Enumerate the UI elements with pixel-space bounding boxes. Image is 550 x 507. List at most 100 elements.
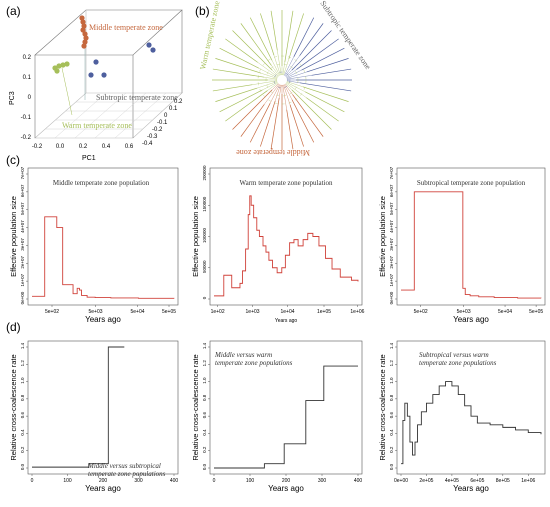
tree-inner-branch bbox=[264, 76, 278, 80]
tree-inner-branch bbox=[284, 56, 295, 76]
tree-branch bbox=[291, 99, 315, 143]
pca-cluster-middle bbox=[79, 15, 89, 49]
x-tick-label: 100 bbox=[63, 478, 72, 484]
x-tick-label: 5e+03 bbox=[457, 309, 471, 315]
tree-branch bbox=[292, 94, 324, 137]
pca-point bbox=[81, 43, 87, 49]
x-tick-label: 5e+03 bbox=[88, 309, 102, 315]
pca-axis-pc1: PC1 bbox=[82, 155, 96, 162]
y-tick-label: 1.4 bbox=[202, 342, 207, 349]
chart-annotation: Middle versus subtropical temperate zone … bbox=[87, 462, 166, 478]
pca-label-middle: Middle temperate zone bbox=[89, 23, 163, 32]
pca-point bbox=[56, 63, 62, 69]
y-tick-label: 0.8 bbox=[202, 394, 207, 401]
tree-inner-branch bbox=[260, 72, 278, 79]
pca-point bbox=[93, 59, 99, 65]
pca-point bbox=[101, 72, 107, 78]
y-tick-label: 0.8 bbox=[389, 394, 394, 401]
x-axis-title: Years ago bbox=[85, 484, 121, 493]
tree-branch bbox=[219, 47, 259, 69]
tree-inner-branch bbox=[269, 84, 280, 104]
pca-floor-grid bbox=[45, 92, 172, 139]
tree-branch bbox=[299, 82, 352, 92]
tree-inner-branch bbox=[285, 69, 293, 77]
tree-inner-branch bbox=[271, 83, 279, 91]
y-tick-label: 0.6 bbox=[389, 412, 394, 419]
y-tick-label: 0 bbox=[202, 296, 207, 299]
y-tick-label: 1.0 bbox=[389, 377, 394, 384]
chart-c1: 0e+00 1e+07 2e+07 3e+07 4e+07 5e+07 6e+07 7e+07… bbox=[9, 166, 179, 324]
y-tick-label: 0e+00 bbox=[389, 291, 394, 304]
tree-inner-branch bbox=[283, 84, 291, 105]
y-tick-label: 5e+07 bbox=[389, 202, 394, 215]
chart-annotation: Subtropical versus warm temperate zone po… bbox=[419, 351, 497, 367]
y-tick-label: 7e+07 bbox=[20, 166, 25, 179]
pca-point bbox=[83, 35, 89, 41]
tree-inner-branch bbox=[267, 82, 279, 91]
panel-b-circular-tree: Warm temperate zone Subtropic temperate … bbox=[198, 0, 373, 157]
tree-label-middle: Middle temperate zone bbox=[236, 148, 310, 157]
y-tick-label: 0.8 bbox=[20, 394, 25, 401]
pca-point bbox=[60, 62, 66, 68]
tree-inner-branch bbox=[286, 82, 306, 93]
x-tick-label: 0 bbox=[31, 478, 34, 484]
demographic-plots: 0e+00 1e+07 2e+07 3e+07 4e+07 5e+07 6e+07 7e+07… bbox=[9, 165, 546, 493]
tree-inner-branch bbox=[285, 82, 307, 98]
x-tick-label: 5e+02 bbox=[414, 309, 428, 315]
panel-letter-b: (b) bbox=[195, 4, 210, 18]
tree-branch bbox=[232, 30, 273, 71]
y-axis-title: Effective population size bbox=[191, 196, 200, 277]
tree-branch bbox=[291, 30, 332, 71]
tree-inner-branch bbox=[283, 58, 290, 76]
tree-inner-branch bbox=[264, 83, 280, 105]
pca-point bbox=[80, 19, 86, 25]
tree-inner-branch bbox=[286, 81, 304, 88]
pca-tick: -0.1 bbox=[21, 115, 32, 121]
tree-branch bbox=[306, 97, 339, 122]
y-tick-label: 1.0 bbox=[20, 377, 25, 384]
y-tick-label: 0.6 bbox=[20, 412, 25, 419]
pca-tick: 0.6 bbox=[125, 144, 134, 150]
y-tick-label: 200000 bbox=[202, 165, 207, 181]
y-tick-label: 0.6 bbox=[202, 412, 207, 419]
tree-inner-branch bbox=[284, 55, 300, 77]
chart-frame bbox=[396, 340, 546, 475]
tree-branch bbox=[260, 13, 275, 56]
panel-letter-d: (d) bbox=[6, 320, 21, 334]
panel-letter-a: (a) bbox=[6, 4, 21, 18]
tree-branch bbox=[301, 47, 345, 71]
y-tick-label: 6e+07 bbox=[20, 184, 25, 197]
pca-tick: 0.4 bbox=[102, 144, 111, 150]
tree-inner-branch bbox=[285, 69, 297, 78]
y-tick-label: 3e+07 bbox=[20, 238, 25, 251]
y-axis-title: Relative cross-coalescence rate bbox=[9, 354, 18, 460]
tree-branch bbox=[293, 17, 315, 57]
x-tick-label: 100 bbox=[246, 478, 255, 484]
pca-tick: 0 bbox=[164, 113, 168, 119]
pca-tick: 0 bbox=[28, 95, 32, 101]
x-tick-label: 0e+00 bbox=[394, 478, 408, 484]
x-tick-label: 6e+05 bbox=[470, 478, 484, 484]
tree-internal-arc bbox=[265, 63, 299, 97]
pca-point bbox=[81, 23, 87, 29]
chart-title: Middle temperate zone population bbox=[53, 179, 150, 187]
series-line-c3 bbox=[401, 191, 542, 299]
y-tick-label: 3e+07 bbox=[389, 238, 394, 251]
y-axis-title: Relative cross-coalescence rate bbox=[191, 354, 200, 460]
pca-pc2-ticks: 0.2 0.1 0 -0.1 -0.2 -0.3 -0.4 bbox=[142, 99, 183, 147]
y-tick-label: 0.2 bbox=[389, 446, 394, 453]
y-tick-label: 0.4 bbox=[202, 429, 207, 436]
pca-pc3-ticks: 0.2 0.1 0 -0.1 -0.2 bbox=[21, 55, 32, 141]
y-tick-label: 0.0 bbox=[202, 463, 207, 470]
y-tick-label: 0.4 bbox=[389, 429, 394, 436]
y-tick-label: 1.2 bbox=[20, 360, 25, 367]
y-axis-title: Relative cross-coalescence rate bbox=[378, 354, 387, 460]
y-tick-label: 5e+07 bbox=[20, 202, 25, 215]
pca-tick: 0.2 bbox=[174, 99, 183, 105]
pca-point bbox=[79, 15, 85, 21]
pca-cluster-subtropic bbox=[88, 42, 156, 78]
pca-tick: 0.2 bbox=[23, 55, 32, 61]
x-tick-label: 5e+04 bbox=[130, 309, 144, 315]
tree-inner-branch bbox=[285, 83, 293, 91]
pca-box-edges bbox=[34, 9, 183, 139]
